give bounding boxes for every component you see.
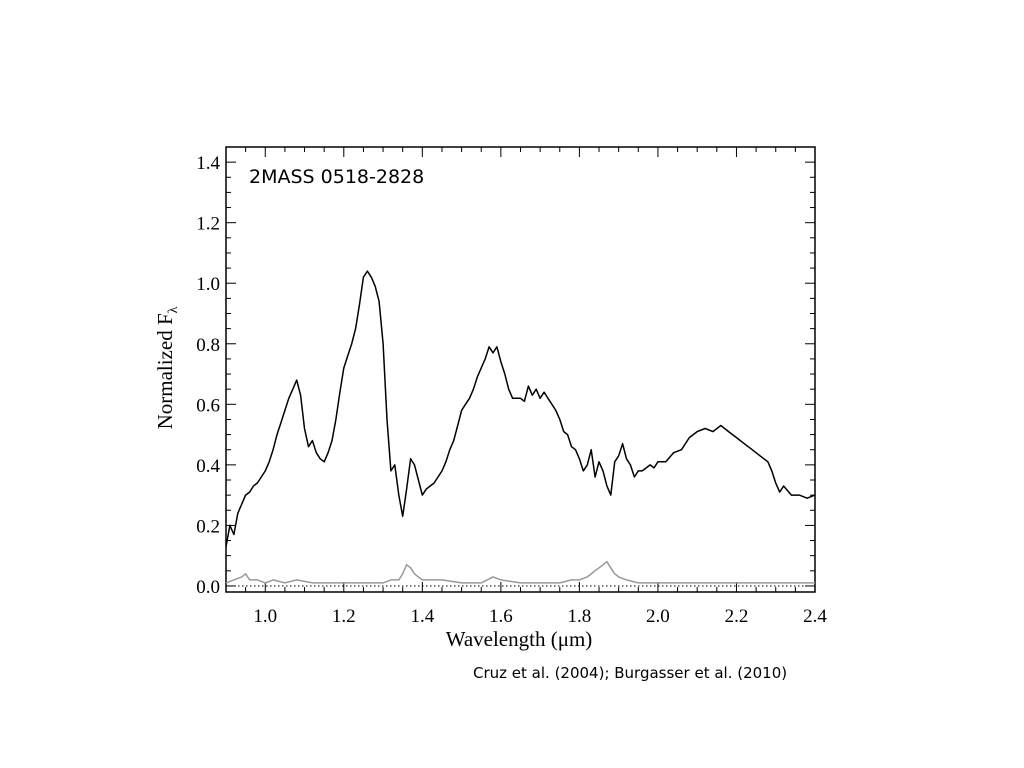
y-tick-label: 1.0 xyxy=(196,274,220,295)
axis-ticks xyxy=(225,146,816,592)
y-tick-label: 0.6 xyxy=(196,395,220,416)
y-tick-label: 0.0 xyxy=(196,577,220,598)
object-annotation: 2MASS 0518-2828 xyxy=(249,166,424,188)
credit-text: Cruz et al. (2004); Burgasser et al. (20… xyxy=(473,664,788,682)
y-axis-title-subscript: λ xyxy=(166,306,181,313)
flux-spectrum-line xyxy=(225,270,816,547)
y-tick-label: 0.4 xyxy=(196,456,220,477)
x-tick-labels: 1.0 1.2 1.4 1.6 1.8 2.0 2.2 2.4 xyxy=(253,606,827,627)
series-group xyxy=(225,270,816,584)
x-tick-label: 1.2 xyxy=(332,606,356,627)
noise-spectrum-line xyxy=(225,560,815,584)
y-axis-title: Normalized Fλ xyxy=(153,306,181,429)
x-axis-title: Wavelength (μm) xyxy=(446,627,593,651)
x-tick-label: 1.6 xyxy=(489,606,513,627)
y-tick-label: 0.8 xyxy=(196,335,220,356)
x-tick-label: 1.4 xyxy=(410,606,434,627)
y-tick-label: 0.2 xyxy=(196,516,220,537)
plot-frame xyxy=(225,146,816,593)
x-tick-label: 1.0 xyxy=(253,606,277,627)
x-tick-label: 2.4 xyxy=(803,606,827,627)
x-tick-label: 2.2 xyxy=(725,606,749,627)
y-tick-label: 1.4 xyxy=(196,153,220,174)
y-axis-title-main: Normalized F xyxy=(153,313,177,429)
y-tick-label: 1.2 xyxy=(196,214,220,235)
y-tick-labels: 0.0 0.2 0.4 0.6 0.8 1.0 1.2 1.4 xyxy=(196,153,220,598)
x-tick-label: 2.0 xyxy=(646,606,670,627)
x-tick-label: 1.8 xyxy=(568,606,592,627)
